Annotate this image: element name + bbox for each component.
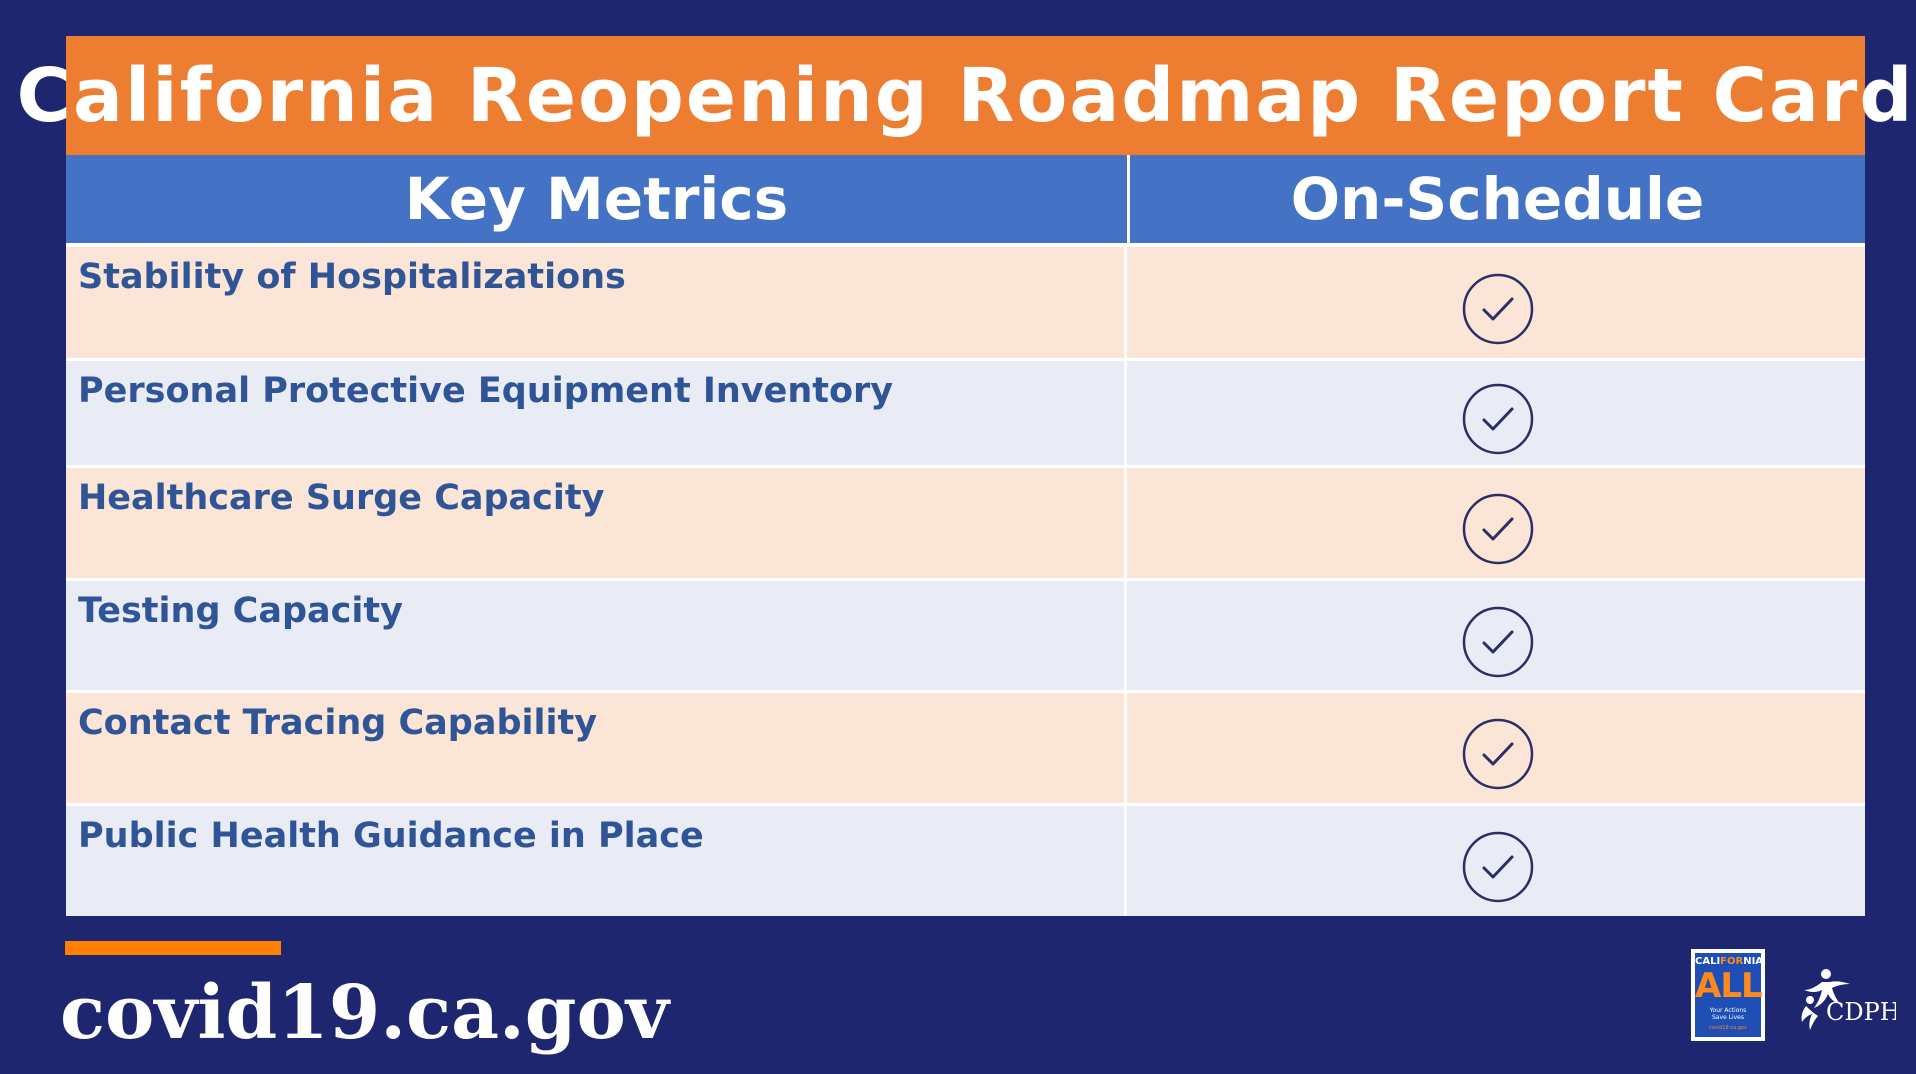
metric-cell: Stability of Hospitalizations [66,247,1127,358]
metric-label: Healthcare Surge Capacity [78,478,605,518]
status-cell [1130,247,1865,358]
page-title: California Reopening Roadmap Report Card [16,52,1915,139]
footer-accent-bar [65,941,281,955]
check-circle-icon [1462,273,1533,344]
table-row: Stability of Hospitalizations [66,247,1865,361]
check-circle-icon [1462,831,1533,903]
column-header-key-metrics: Key Metrics [404,165,789,233]
check-circle-icon [1462,383,1533,455]
check-circle-icon [1462,718,1533,790]
metric-label: Contact Tracing Capability [78,703,598,743]
table-row: Personal Protective Equipment Inventory [66,361,1865,468]
cdph-wordmark: CDPH [1826,998,1896,1026]
status-cell [1130,361,1865,465]
table-row: Public Health Guidance in Place [66,806,1865,916]
footer-url: covid19.ca.gov [60,970,669,1056]
status-cell [1130,468,1865,578]
check-circle-icon [1462,606,1533,677]
metric-label: Testing Capacity [78,591,403,631]
metric-label: Personal Protective Equipment Inventory [78,371,894,411]
status-cell [1130,806,1865,916]
logo-all-word: ALL [1695,966,1763,1006]
table-body: Stability of Hospitalizations Personal P… [66,247,1865,916]
table-header: Key Metrics On-Schedule [66,155,1865,243]
report-card: California Reopening Roadmap Report Card… [17,36,1912,916]
metric-cell: Healthcare Surge Capacity [66,468,1127,578]
check-circle-icon [1462,493,1533,565]
metric-label: Stability of Hospitalizations [78,257,626,297]
logo-site: covid19.ca.gov [1709,1025,1747,1031]
table-row: Contact Tracing Capability [66,693,1865,806]
column-header-on-schedule: On-Schedule [1290,165,1705,233]
cdph-logo: CDPH [1801,969,1896,1030]
logo-tagline: Your Actions Save Lives [1709,1007,1747,1021]
status-cell [1130,693,1865,803]
metric-cell: Testing Capacity [66,581,1127,690]
header-divider [1127,155,1130,243]
title-bar: California Reopening Roadmap Report Card [17,36,1912,155]
metric-cell: Public Health Guidance in Place [66,806,1127,916]
table-row: Healthcare Surge Capacity [66,468,1865,581]
metric-cell: Personal Protective Equipment Inventory [66,361,1127,465]
metric-label: Public Health Guidance in Place [78,816,704,856]
status-cell [1130,581,1865,690]
california-for-all-logo: CALIFORNIA ALL Your Actions Save Lives c… [1691,949,1765,1041]
logo-state-name: CALIFORNIA [1695,956,1764,967]
header-underline [66,243,1865,247]
metric-cell: Contact Tracing Capability [66,693,1127,803]
table-row: Testing Capacity [66,581,1865,693]
